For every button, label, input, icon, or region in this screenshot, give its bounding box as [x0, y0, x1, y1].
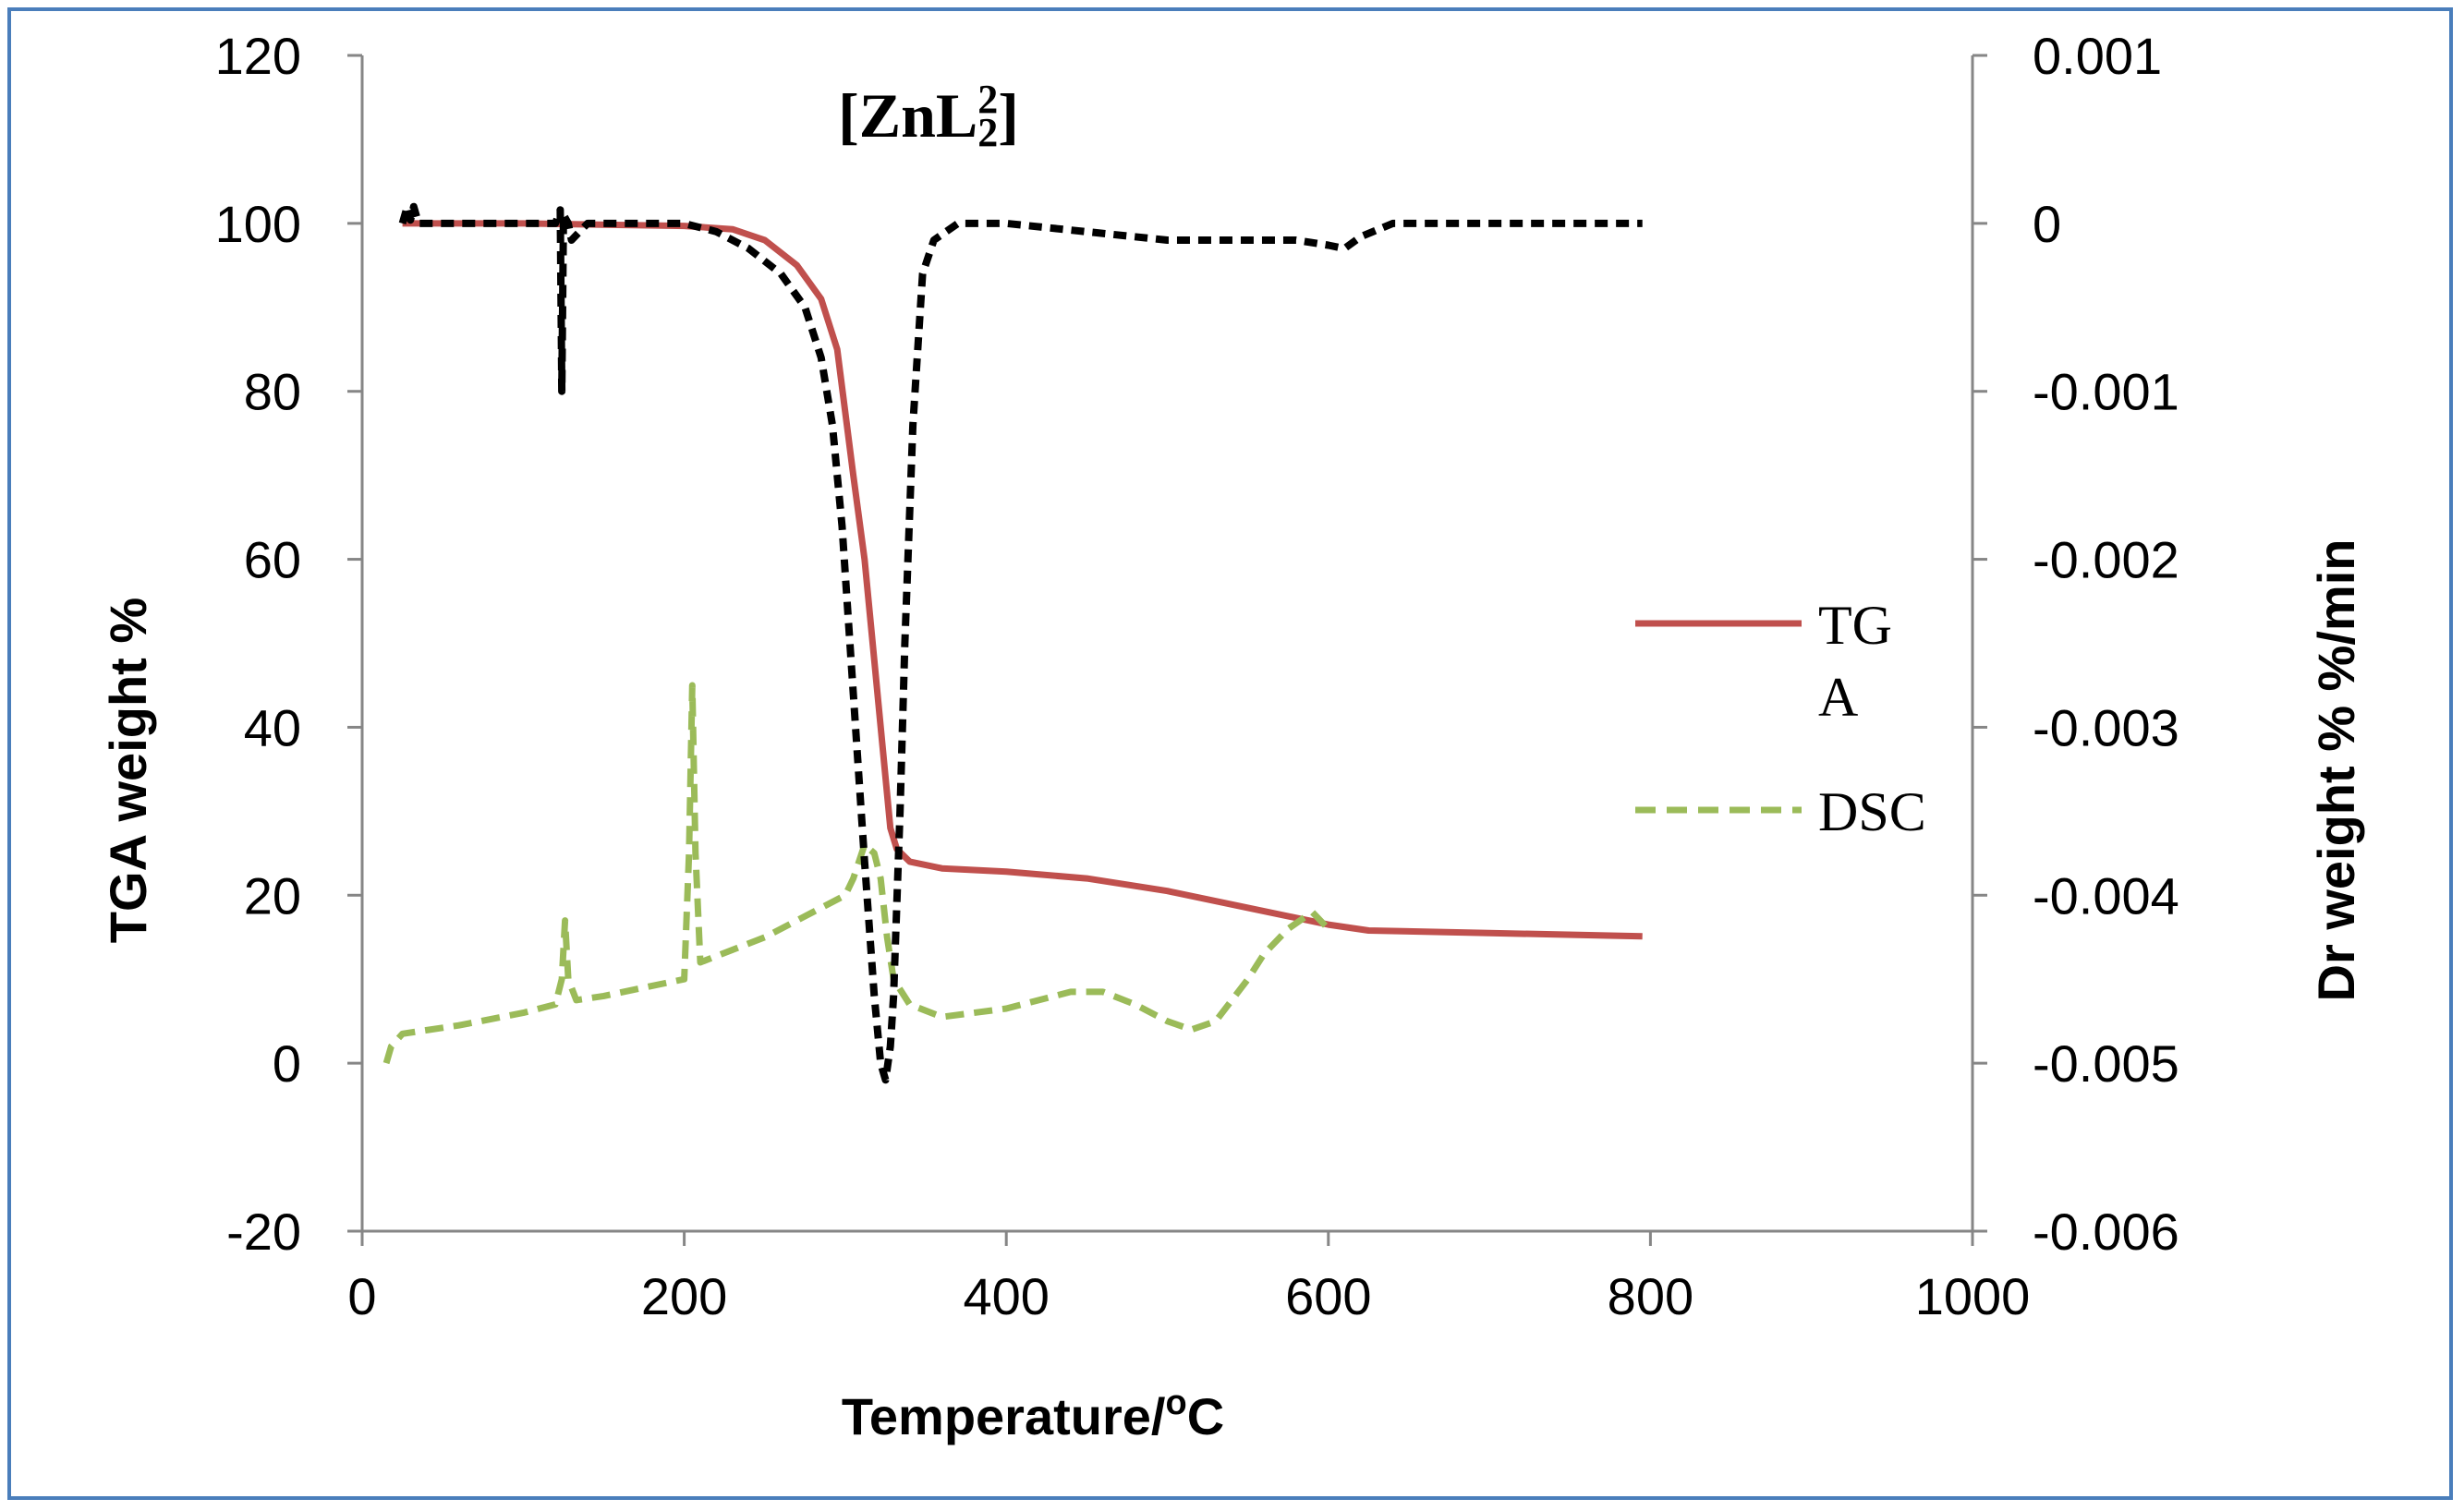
x-tick-label: 600 [1285, 1267, 1371, 1325]
x-tick-label: 400 [963, 1267, 1049, 1325]
series-line-dsc [382, 682, 1331, 1065]
y-axis-title: TGA weight % [99, 598, 157, 943]
legend: TG A DSC [1635, 595, 1926, 842]
y-tick-label: 80 [244, 363, 301, 421]
y2-tick-label: 0 [2033, 195, 2061, 253]
y2-tick-label: -0.006 [2033, 1203, 2179, 1261]
chart-title: [ZnL2 2] [838, 77, 1019, 155]
series-line-dtg [398, 202, 1643, 1084]
y-tick-label: 40 [244, 698, 301, 756]
y2-tick-label: -0.004 [2033, 866, 2179, 925]
x-tick-label: 200 [641, 1267, 727, 1325]
x-axis-title: Temperature/oC [842, 1384, 1224, 1445]
axes [347, 54, 1987, 1246]
y-tick-label: 120 [215, 27, 301, 85]
y2-tick-label: -0.001 [2033, 363, 2179, 421]
y-tick-label: 0 [273, 1034, 301, 1093]
plot-lines [382, 202, 1643, 1084]
legend-tga-label-line2: A [1818, 667, 1858, 728]
x-tick-label: 1000 [1915, 1267, 2031, 1325]
legend-dsc-label: DSC [1818, 781, 1926, 842]
chart-frame [7, 7, 2453, 1500]
series-line-tga [402, 220, 1643, 940]
y2-tick-label: -0.003 [2033, 698, 2179, 756]
legend-tga-label-line1: TG [1818, 595, 1892, 656]
y-tick-label: 100 [215, 195, 301, 253]
y-tick-label: 60 [244, 531, 301, 589]
y2-tick-label: -0.005 [2033, 1034, 2179, 1093]
tick-labels: 0 200 400 600 800 1000 -20 0 20 40 60 80 100 120 -0.00… [215, 27, 2179, 1325]
y2-tick-label: -0.002 [2033, 531, 2179, 589]
y2-tick-label: 0.001 [2033, 27, 2162, 85]
x-tick-label: 0 [347, 1267, 376, 1325]
y2-axis-title: Dr weight % %/min [2307, 539, 2365, 1002]
x-tick-label: 800 [1608, 1267, 1693, 1325]
y-tick-label: -20 [226, 1203, 301, 1261]
y-tick-label: 20 [244, 866, 301, 925]
